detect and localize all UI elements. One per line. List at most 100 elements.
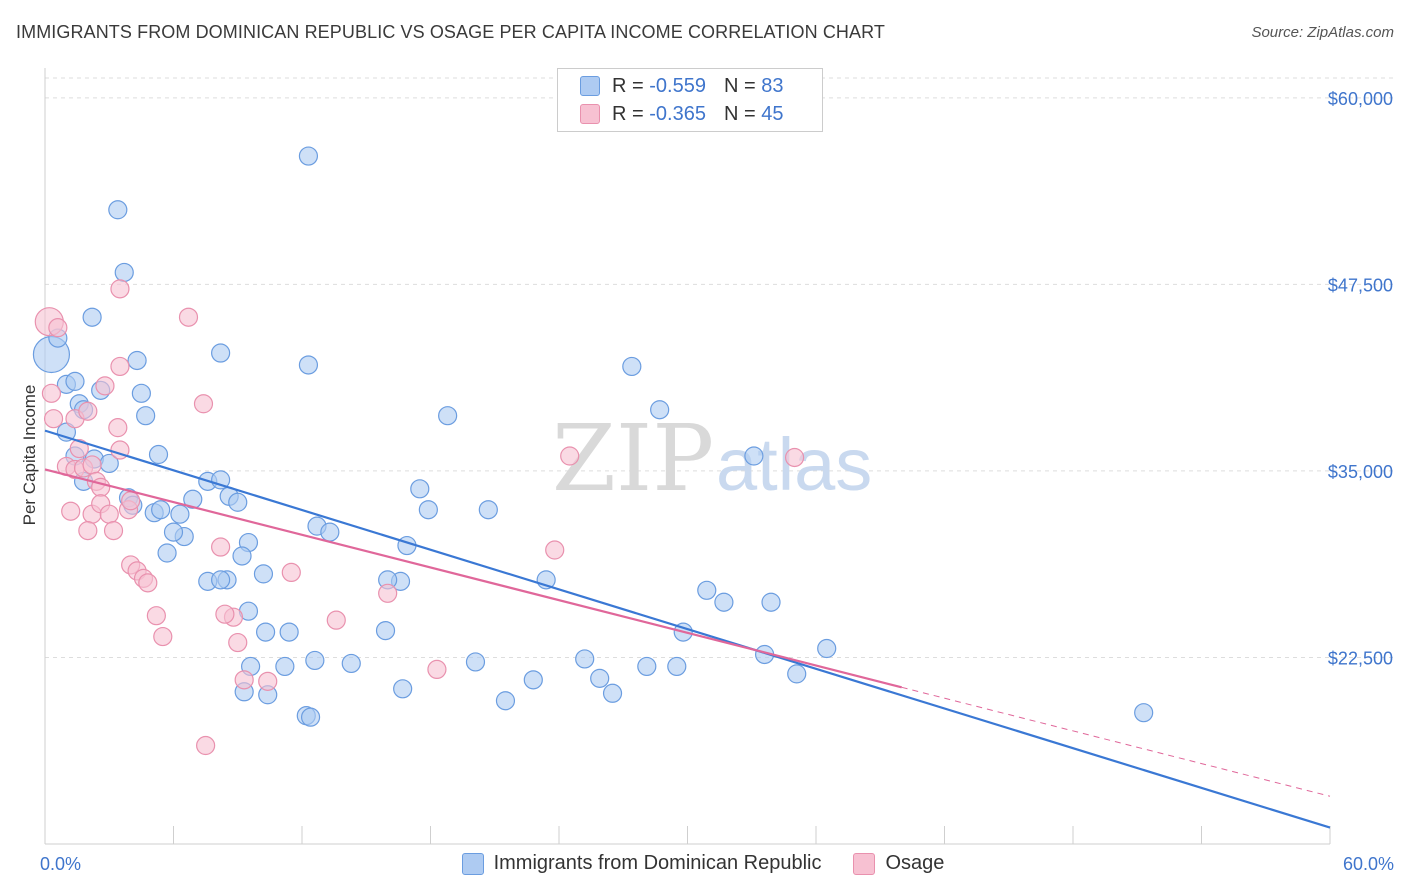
axes: [44, 68, 1331, 845]
source-credit: Source: ZipAtlas.com: [1251, 24, 1394, 41]
y-tick-labels: $22,500 $35,000 $47,500 $60,000: [1328, 89, 1393, 669]
osage-point-41: [326, 610, 346, 630]
dominican-point-70: [622, 356, 642, 377]
dominican-point-53: [298, 146, 319, 166]
dominican-point-73: [667, 656, 687, 677]
dominican-point-18: [148, 444, 169, 465]
dominican-point-68: [590, 668, 610, 688]
dominican-point-42: [298, 355, 319, 375]
legend-n-value: 83: [761, 74, 784, 97]
dominican-point-71: [637, 656, 657, 677]
osage-point-32: [61, 501, 81, 521]
dominican-point-39: [255, 622, 276, 642]
legend-n-label: N =: [723, 74, 756, 97]
osage-point-1: [41, 383, 62, 403]
dominican-point-51: [279, 622, 299, 642]
dominican-point-63: [478, 500, 498, 520]
y-tick-label-0: $22,500: [1328, 648, 1393, 668]
x-tick-label-1: 60.0%: [1343, 854, 1394, 874]
legend-r-value: -0.365: [649, 102, 706, 125]
series-legend-label: Osage: [885, 852, 945, 874]
osage-point-40: [281, 562, 301, 583]
chart-title: IMMIGRANTS FROM DOMINICAN REPUBLIC VS OS…: [16, 22, 885, 42]
dominican-point-34: [232, 546, 252, 566]
series-legend: Immigrants from Dominican Republic Osage: [0, 852, 1406, 875]
osage-point-30: [110, 279, 130, 299]
osage-point-38: [215, 604, 235, 624]
series-osage-points: [34, 279, 805, 756]
dominican-point-64: [523, 670, 543, 690]
dominican-point-62: [465, 652, 486, 672]
osage-point-46: [784, 447, 805, 468]
osage-point-25: [138, 573, 158, 593]
dominican-point-19: [211, 343, 231, 363]
dominican-point-67: [575, 649, 595, 669]
osage-point-26: [146, 606, 166, 626]
dominican-point-3: [65, 371, 85, 391]
dominican-point-54: [341, 653, 361, 674]
dominican-point-72: [650, 400, 670, 420]
dominican-point-15: [127, 350, 147, 371]
x-tick-label-0: 0.0%: [40, 854, 81, 874]
y-tick-label-1: $35,000: [1328, 462, 1393, 482]
dominican-point-61: [393, 679, 413, 699]
legend-r-label: R =: [612, 102, 644, 125]
trend-line-osage: [44, 468, 902, 689]
legend-n-value: 45: [761, 102, 784, 125]
stats-legend-row-osage: R = -0.365 N = 45: [580, 103, 783, 125]
dominican-point-48: [438, 406, 458, 426]
dominican-point-17: [136, 406, 156, 426]
series-swatch-pink: [853, 852, 876, 875]
series-legend-item-osage: Osage: [853, 852, 944, 875]
legend-r-value: -0.559: [649, 74, 706, 97]
series-swatch-blue: [461, 852, 484, 875]
dominican-point-76: [714, 592, 734, 612]
trend-line-dominican: [44, 429, 1331, 829]
trend-lines: [44, 429, 1331, 829]
dominican-point-32: [228, 492, 248, 512]
dominican-point-80: [787, 664, 807, 684]
dominican-point-23: [151, 500, 171, 520]
dominican-point-65: [495, 691, 516, 711]
osage-point-3: [48, 318, 68, 338]
osage-point-31: [110, 356, 130, 377]
osage-point-28: [178, 307, 199, 327]
dominican-point-43: [410, 479, 430, 499]
osage-point-29: [193, 394, 214, 414]
osage-point-2: [43, 409, 64, 429]
dominican-point-8: [108, 200, 128, 220]
osage-point-34: [211, 537, 231, 557]
watermark: ZIP atlas: [552, 405, 872, 512]
osage-point-39: [258, 671, 278, 691]
osage-point-37: [234, 670, 254, 690]
osage-point-18: [108, 418, 128, 438]
dominican-point-56: [275, 656, 295, 677]
osage-point-7: [69, 438, 89, 459]
stats-legend: R = -0.559 N = 83 R = -0.365 N = 45: [557, 68, 823, 132]
osage-point-47: [196, 735, 216, 756]
osage-point-16: [99, 504, 119, 524]
stats-legend-row-dominican: R = -0.559 N = 83: [580, 75, 783, 97]
dominican-point-16: [131, 383, 151, 403]
series-legend-label: Immigrants from Dominican Republic: [493, 852, 822, 874]
dominican-point-52: [305, 650, 325, 671]
dominican-point-75: [697, 580, 717, 600]
dominican-point-28: [157, 543, 177, 563]
legend-n-label: N =: [723, 102, 756, 125]
dominican-point-45: [397, 535, 417, 556]
dominican-point-44: [418, 500, 438, 520]
x-tick-labels: 0.0% 60.0%: [40, 854, 1394, 874]
osage-point-44: [545, 540, 565, 560]
y-tick-label-2: $47,500: [1328, 275, 1393, 295]
osage-point-17: [103, 521, 124, 541]
dominican-point-69: [602, 683, 623, 703]
series-legend-item-dominican: Immigrants from Dominican Republic: [461, 852, 822, 875]
series-dominican-points: [32, 146, 1154, 727]
dominican-point-60: [300, 707, 321, 727]
dominican-point-50: [211, 570, 231, 590]
legend-swatch-pink: [580, 104, 600, 124]
y-tick-label-3: $60,000: [1328, 89, 1393, 109]
dominican-point-81: [817, 638, 837, 659]
grid-lines: [45, 77, 1395, 658]
osage-point-36: [228, 632, 248, 653]
